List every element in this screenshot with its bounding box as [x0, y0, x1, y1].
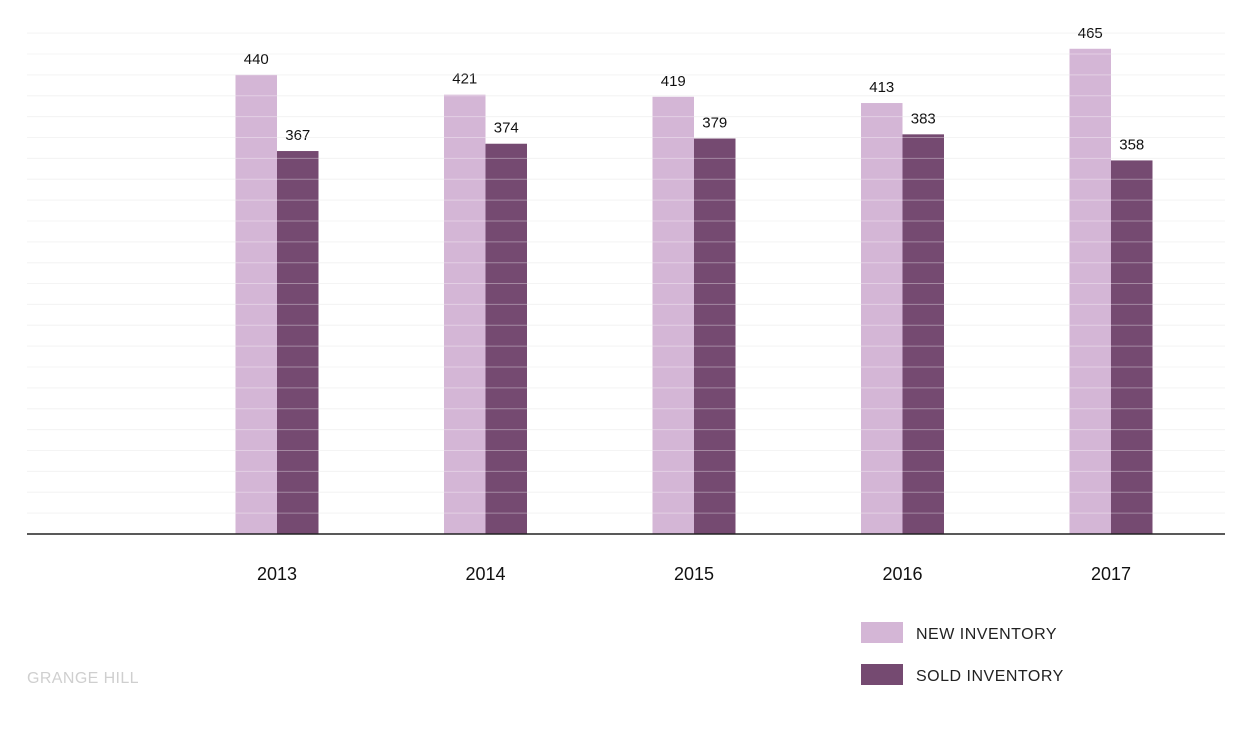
data-label-sold-inventory-2017: 358 [1119, 136, 1144, 153]
bar-sold-inventory-2013 [277, 151, 319, 534]
legend-label-sold-inventory: SOLD INVENTORY [916, 668, 1064, 685]
x-tick-label-2016: 2016 [882, 564, 922, 584]
x-tick-label-2013: 2013 [257, 564, 297, 584]
bar-sold-inventory-2017 [1111, 160, 1153, 534]
data-label-new-inventory-2014: 421 [452, 71, 477, 88]
bar-new-inventory-2013 [235, 74, 277, 535]
bar-new-inventory-2017 [1069, 48, 1111, 535]
bar-sold-inventory-2014 [485, 143, 527, 534]
data-label-sold-inventory-2013: 367 [285, 127, 310, 144]
legend-label-new-inventory: NEW INVENTORY [916, 626, 1058, 643]
bar-sold-inventory-2015 [694, 138, 736, 535]
data-label-new-inventory-2016: 413 [869, 79, 894, 96]
data-label-new-inventory-2015: 419 [661, 73, 686, 90]
x-tick-label-2015: 2015 [674, 564, 714, 584]
watermark: GRANGE HILL [27, 670, 139, 687]
gridlines [27, 32, 1225, 514]
data-label-sold-inventory-2016: 383 [911, 110, 936, 127]
bar-new-inventory-2014 [444, 94, 486, 535]
data-label-sold-inventory-2014: 374 [494, 120, 519, 137]
data-label-sold-inventory-2015: 379 [702, 115, 727, 132]
grid-overlay [27, 32, 1225, 514]
bar-new-inventory-2015 [652, 96, 694, 534]
data-label-new-inventory-2017: 465 [1078, 25, 1103, 42]
x-tick-label-2017: 2017 [1091, 564, 1131, 584]
legend-swatch-new-inventory [861, 622, 903, 643]
data-label-new-inventory-2013: 440 [244, 51, 269, 68]
legend-swatch-sold-inventory [861, 664, 903, 685]
bar-new-inventory-2016 [861, 103, 903, 535]
bar-sold-inventory-2016 [902, 134, 944, 535]
x-tick-label-2014: 2014 [465, 564, 505, 584]
